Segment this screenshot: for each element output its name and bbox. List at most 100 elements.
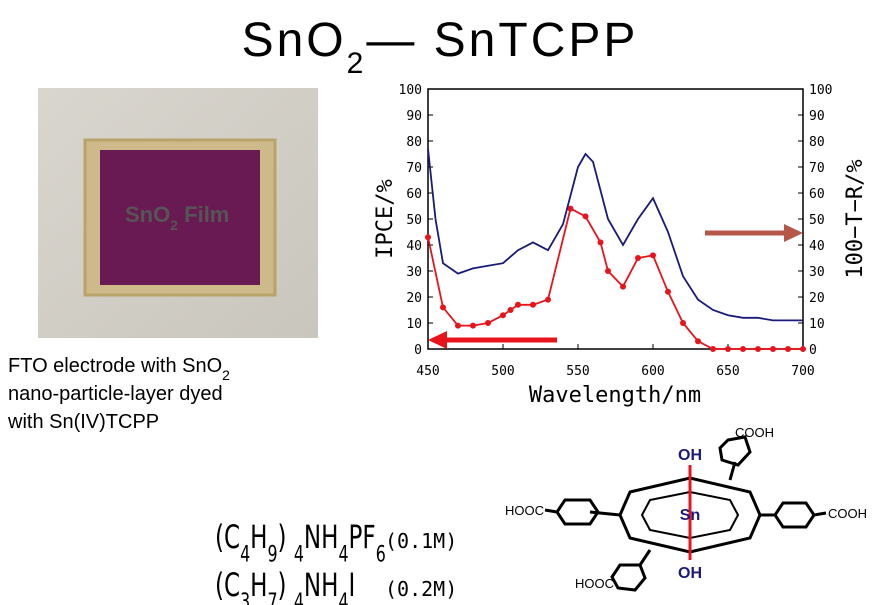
- data-point: [598, 239, 604, 245]
- data-point: [440, 304, 446, 310]
- arrow-left-head: [428, 331, 447, 349]
- subscript: 9: [267, 541, 277, 566]
- bond: [814, 513, 826, 515]
- y2-tick-label: 80: [809, 135, 825, 150]
- text-part: ): [278, 566, 294, 604]
- x-tick-label: 650: [716, 364, 739, 379]
- formula: (C4H9) 4NH4PF6: [215, 518, 386, 566]
- bond: [545, 510, 557, 512]
- text-part: SnO: [242, 14, 347, 67]
- molecule-label: HOOC: [505, 503, 544, 518]
- data-point: [800, 346, 806, 352]
- data-point: [583, 213, 589, 219]
- molecule-label: COOH: [735, 425, 774, 440]
- y2-tick-label: 70: [809, 161, 825, 176]
- data-point: [740, 346, 746, 352]
- data-point: [485, 320, 491, 326]
- data-point: [515, 302, 521, 308]
- data-point: [545, 297, 551, 303]
- x-tick-label: 450: [416, 364, 439, 379]
- text-part: I: [349, 566, 356, 604]
- text-part: H: [250, 566, 267, 604]
- y2-tick-label: 100: [809, 83, 832, 98]
- text-part: ): [278, 518, 294, 556]
- data-point: [665, 289, 671, 295]
- y-tick-label: 0: [414, 343, 422, 358]
- text-part: NH: [304, 518, 339, 556]
- text-part: FTO electrode with SnO: [8, 355, 222, 377]
- data-point: [635, 255, 641, 261]
- data-point: [695, 338, 701, 344]
- caption-line: with Sn(IV)TCPP: [7, 411, 159, 433]
- y2-tick-label: 50: [809, 213, 825, 228]
- y-axis-label: IPCE/%: [373, 179, 398, 258]
- data-point: [710, 346, 716, 352]
- y-tick-label: 40: [406, 239, 422, 254]
- caption-line: FTO electrode with SnO2: [8, 355, 230, 383]
- subscript: 4: [294, 589, 304, 605]
- y-tick-label: 20: [406, 291, 422, 306]
- y-tick-label: 60: [406, 187, 422, 202]
- y-tick-label: 10: [406, 317, 422, 332]
- y-tick-label: 30: [406, 265, 422, 280]
- data-point: [785, 346, 791, 352]
- bond: [640, 550, 650, 565]
- phenyl: [775, 503, 814, 527]
- x-tick-label: 550: [566, 364, 589, 379]
- y2-tick-label: 40: [809, 239, 825, 254]
- data-point: [770, 346, 776, 352]
- data-point: [680, 320, 686, 326]
- data-point: [620, 284, 626, 290]
- text-part: PF: [349, 518, 376, 556]
- caption-line: nano-particle-layer dyed: [8, 383, 223, 405]
- subscript: 7: [267, 589, 277, 605]
- arrows: [428, 224, 803, 349]
- text-part: (C: [215, 566, 240, 604]
- y-tick-label: 70: [406, 161, 422, 176]
- slide: SnO2 Film FTO electrode with SnO2 nano-p…: [0, 0, 875, 605]
- arrow-right-head: [784, 224, 803, 242]
- phenyl: [720, 437, 750, 465]
- x-axis-label: Wavelength/nm: [529, 383, 701, 408]
- subscript: 4: [240, 541, 250, 566]
- subscript: 4: [338, 589, 348, 605]
- data-point: [530, 302, 536, 308]
- subscript: 2: [222, 367, 230, 383]
- data-point: [455, 323, 461, 329]
- data-point: [605, 268, 611, 274]
- x-tick-label: 500: [491, 364, 514, 379]
- plot-frame: [428, 89, 803, 349]
- text-part: — SnTCPP: [366, 14, 638, 67]
- y2-tick-label: 30: [809, 265, 825, 280]
- subscript: 2: [347, 47, 367, 80]
- y-tick-label: 90: [406, 109, 422, 124]
- molecule-label: Sn: [680, 507, 700, 524]
- y-tick-label: 50: [406, 213, 422, 228]
- data-point: [650, 252, 656, 258]
- text-part: NH: [304, 566, 339, 604]
- data-point: [508, 307, 514, 313]
- y-tick-label: 80: [406, 135, 422, 150]
- subscript: 4: [338, 541, 348, 566]
- data-point: [425, 234, 431, 240]
- y2-tick-label: 0: [809, 343, 817, 358]
- data-point: [470, 323, 476, 329]
- subscript: 4: [294, 541, 304, 566]
- molecule-label: OH: [678, 565, 702, 582]
- data-point: [725, 346, 731, 352]
- subscript: 3: [240, 589, 250, 605]
- text-part: (C: [215, 518, 240, 556]
- text-part: Film: [178, 202, 229, 227]
- slide-title: SnO2— SnTCPP: [242, 14, 639, 80]
- y2-axis-label: 100−T−R/%: [843, 159, 868, 278]
- y2-tick-label: 10: [809, 317, 825, 332]
- phenyl: [612, 565, 645, 590]
- molecule-label: COOH: [828, 506, 867, 521]
- concentration: (0.1M): [385, 529, 457, 553]
- y2-tick-label: 60: [809, 187, 825, 202]
- series-line: [428, 209, 803, 349]
- text-part: SnO: [125, 202, 170, 227]
- x-tick-label: 600: [641, 364, 664, 379]
- molecule-label: OH: [678, 447, 702, 464]
- data-point: [500, 312, 506, 318]
